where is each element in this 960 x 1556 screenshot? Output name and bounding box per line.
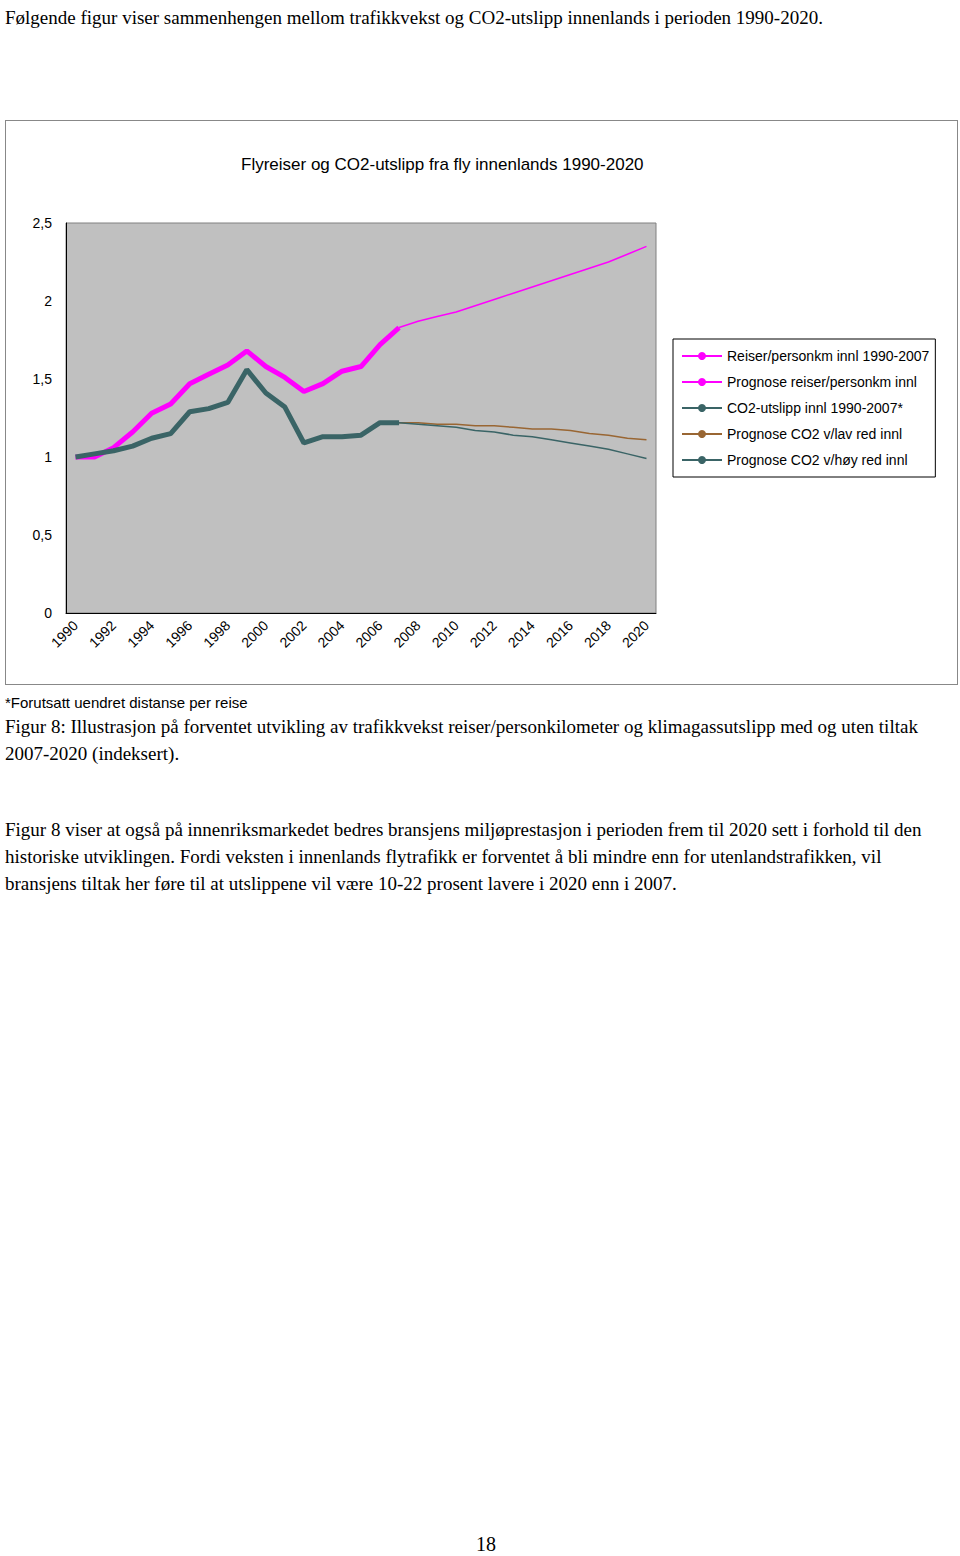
svg-text:1998: 1998	[200, 617, 233, 650]
svg-text:Prognose reiser/personkm innl: Prognose reiser/personkm innl	[727, 374, 917, 390]
svg-text:2000: 2000	[238, 617, 271, 650]
svg-text:2,5: 2,5	[33, 215, 53, 231]
svg-text:0,5: 0,5	[33, 527, 53, 543]
svg-text:1990: 1990	[48, 617, 81, 650]
svg-text:Reiser/personkm innl 1990-2007: Reiser/personkm innl 1990-2007	[727, 348, 930, 364]
svg-text:2014: 2014	[505, 617, 538, 650]
svg-text:1994: 1994	[124, 617, 157, 650]
svg-text:1,5: 1,5	[33, 371, 53, 387]
svg-text:1992: 1992	[86, 617, 119, 650]
svg-text:Prognose CO2 v/lav red innl: Prognose CO2 v/lav red innl	[727, 426, 902, 442]
svg-text:2012: 2012	[467, 617, 500, 650]
svg-text:Prognose CO2 v/høy red innl: Prognose CO2 v/høy red innl	[727, 452, 908, 468]
svg-text:CO2-utslipp innl 1990-2007*: CO2-utslipp innl 1990-2007*	[727, 400, 903, 416]
html-text:18: 18	[476, 1533, 496, 1555]
svg-text:1: 1	[44, 449, 52, 465]
svg-text:1996: 1996	[162, 617, 195, 650]
svg-text:2018: 2018	[581, 617, 614, 650]
svg-text:2020: 2020	[619, 617, 652, 650]
svg-text:2: 2	[44, 293, 52, 309]
html-text:Figur 8: Illustrasjon på forve: Figur 8: Illustrasjon på forventet utvik…	[5, 716, 918, 764]
html-text:Følgende figur viser sammenhen: Følgende figur viser sammenhengen mellom…	[5, 7, 823, 28]
html-text:Figur 8 viser at også på innen: Figur 8 viser at også på innenriksmarked…	[5, 819, 922, 894]
html-text:*Forutsatt uendret distanse pe: *Forutsatt uendret distanse per reise	[5, 694, 248, 711]
svg-text:2016: 2016	[543, 617, 576, 650]
svg-text:2006: 2006	[352, 617, 385, 650]
svg-text:2002: 2002	[276, 617, 309, 650]
svg-text:2004: 2004	[314, 617, 347, 650]
svg-text:2008: 2008	[390, 617, 423, 650]
svg-text:0: 0	[44, 605, 52, 621]
svg-text:2010: 2010	[428, 617, 461, 650]
svg-text:Flyreiser og CO2-utslipp fra f: Flyreiser og CO2-utslipp fra fly innenla…	[241, 155, 644, 174]
